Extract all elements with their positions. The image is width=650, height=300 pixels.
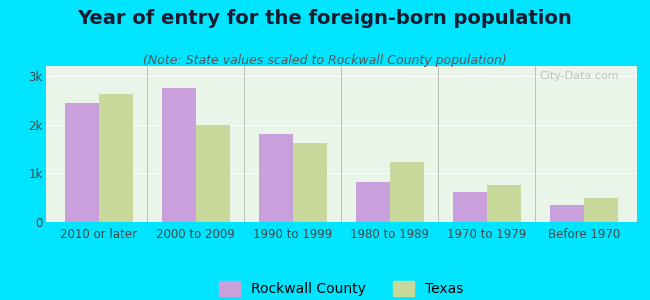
Bar xyxy=(196,125,229,222)
Text: (Note: State values scaled to Rockwall County population): (Note: State values scaled to Rockwall C… xyxy=(143,54,507,67)
Text: Year of entry for the foreign-born population: Year of entry for the foreign-born popul… xyxy=(77,9,573,28)
Bar xyxy=(550,206,584,222)
Bar xyxy=(259,134,292,222)
Bar xyxy=(453,192,487,222)
Bar xyxy=(356,182,390,222)
Bar xyxy=(487,185,521,222)
Bar xyxy=(99,94,133,222)
Bar xyxy=(390,162,424,222)
Bar xyxy=(65,103,99,222)
Bar xyxy=(584,198,618,222)
Bar xyxy=(162,88,196,222)
Bar xyxy=(292,143,327,222)
Legend: Rockwall County, Texas: Rockwall County, Texas xyxy=(219,281,463,296)
Text: City-Data.com: City-Data.com xyxy=(540,71,619,81)
